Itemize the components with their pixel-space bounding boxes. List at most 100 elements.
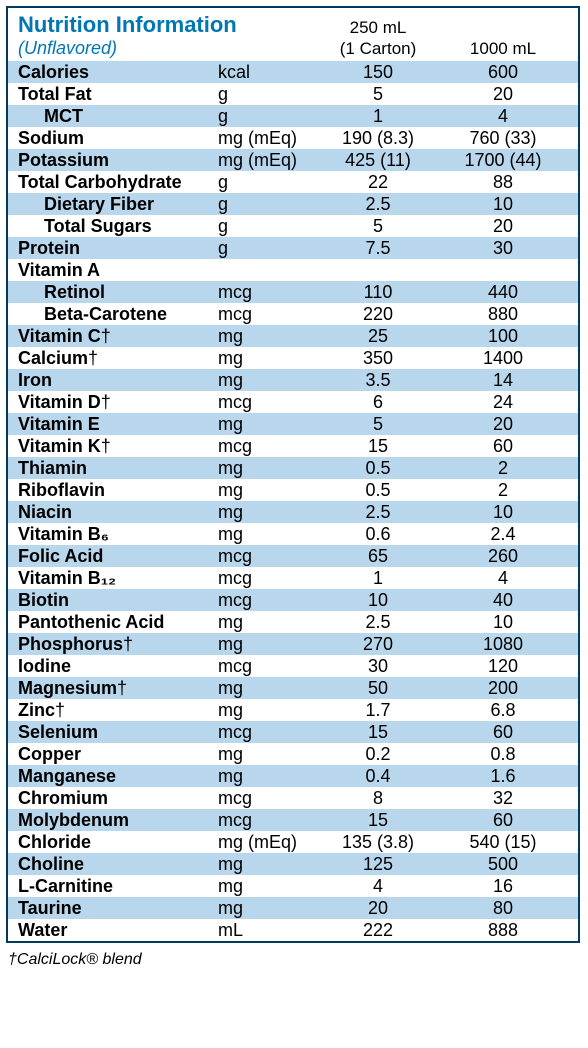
value-250ml: 125 [318, 853, 438, 875]
table-row: Vitamin Emg520 [8, 413, 578, 435]
nutrient-unit: g [218, 83, 318, 105]
panel-header: Nutrition Information 250 mL (Unflavored… [8, 8, 578, 61]
value-250ml: 220 [318, 303, 438, 325]
nutrient-label: Taurine [18, 897, 218, 919]
nutrient-unit: mg (mEq) [218, 831, 318, 853]
value-250ml: 135 (3.8) [318, 831, 438, 853]
table-row: Chromiummcg832 [8, 787, 578, 809]
value-1000ml: 440 [438, 281, 568, 303]
nutrient-label: Biotin [18, 589, 218, 611]
nutrient-label: Iodine [18, 655, 218, 677]
nutrient-unit: mg [218, 347, 318, 369]
table-row: Dietary Fiberg2.510 [8, 193, 578, 215]
value-250ml: 10 [318, 589, 438, 611]
nutrient-unit: mg [218, 743, 318, 765]
nutrient-label: Total Sugars [18, 215, 218, 237]
nutrient-unit: g [218, 193, 318, 215]
nutrient-label: Dietary Fiber [18, 193, 218, 215]
value-1000ml: 4 [438, 567, 568, 589]
nutrient-unit: mg [218, 853, 318, 875]
nutrient-unit: mg [218, 369, 318, 391]
value-1000ml: 1700 (44) [438, 149, 568, 171]
value-1000ml: 24 [438, 391, 568, 413]
value-1000ml: 260 [438, 545, 568, 567]
nutrient-label: Retinol [18, 281, 218, 303]
table-row: Total Carbohydrateg2288 [8, 171, 578, 193]
value-250ml: 1 [318, 105, 438, 127]
footnote: †CalciLock® blend [0, 949, 588, 973]
nutrient-label: Pantothenic Acid [18, 611, 218, 633]
value-1000ml: 880 [438, 303, 568, 325]
value-1000ml: 4 [438, 105, 568, 127]
col-header-250-line2: (1 Carton) [318, 39, 438, 59]
nutrient-label: Niacin [18, 501, 218, 523]
value-1000ml: 10 [438, 193, 568, 215]
nutrient-unit: mg [218, 633, 318, 655]
value-250ml: 270 [318, 633, 438, 655]
value-250ml: 4 [318, 875, 438, 897]
table-row: Vitamin A [8, 259, 578, 281]
nutrient-unit: mg [218, 765, 318, 787]
nutrient-unit: g [218, 215, 318, 237]
nutrient-label: Vitamin B₆ [18, 523, 218, 545]
nutrient-unit: mg [218, 875, 318, 897]
nutrient-unit: mcg [218, 809, 318, 831]
table-row: Phosphorus†mg2701080 [8, 633, 578, 655]
value-1000ml: 14 [438, 369, 568, 391]
nutrient-label: Sodium [18, 127, 218, 149]
table-row: Calcium†mg3501400 [8, 347, 578, 369]
nutrient-unit: mg [218, 413, 318, 435]
nutrient-label: Molybdenum [18, 809, 218, 831]
table-row: Thiaminmg0.52 [8, 457, 578, 479]
nutrient-label: Vitamin D† [18, 391, 218, 413]
nutrient-unit: mg [218, 677, 318, 699]
value-1000ml: 2 [438, 457, 568, 479]
value-1000ml: 16 [438, 875, 568, 897]
nutrient-unit: mg [218, 501, 318, 523]
nutrient-label: Water [18, 919, 218, 941]
nutrient-label: Chloride [18, 831, 218, 853]
table-row: Chloridemg (mEq)135 (3.8)540 (15) [8, 831, 578, 853]
nutrient-unit: mg [218, 479, 318, 501]
nutrient-unit: mcg [218, 721, 318, 743]
table-row: Magnesium†mg50200 [8, 677, 578, 699]
value-1000ml: 20 [438, 83, 568, 105]
value-1000ml: 10 [438, 501, 568, 523]
nutrient-label: L-Carnitine [18, 875, 218, 897]
table-row: Taurinemg2080 [8, 897, 578, 919]
value-1000ml: 20 [438, 215, 568, 237]
table-row: Total Fatg520 [8, 83, 578, 105]
table-row: Coppermg0.20.8 [8, 743, 578, 765]
nutrient-unit: mg (mEq) [218, 127, 318, 149]
table-row: Proteing7.530 [8, 237, 578, 259]
value-250ml: 50 [318, 677, 438, 699]
nutrient-unit: mg (mEq) [218, 149, 318, 171]
value-1000ml: 1080 [438, 633, 568, 655]
value-250ml: 15 [318, 721, 438, 743]
value-1000ml: 88 [438, 171, 568, 193]
nutrient-unit: mcg [218, 545, 318, 567]
table-row: Manganesemg0.41.6 [8, 765, 578, 787]
nutrient-label: Copper [18, 743, 218, 765]
nutrient-unit: mcg [218, 567, 318, 589]
nutrient-unit: mg [218, 325, 318, 347]
table-row: Vitamin D†mcg624 [8, 391, 578, 413]
table-row: Pantothenic Acidmg2.510 [8, 611, 578, 633]
value-1000ml: 1400 [438, 347, 568, 369]
value-1000ml: 30 [438, 237, 568, 259]
table-row: Potassiummg (mEq)425 (11)1700 (44) [8, 149, 578, 171]
value-1000ml: 40 [438, 589, 568, 611]
nutrient-label: Riboflavin [18, 479, 218, 501]
nutrient-unit: g [218, 171, 318, 193]
value-1000ml: 120 [438, 655, 568, 677]
value-250ml: 65 [318, 545, 438, 567]
value-1000ml: 2.4 [438, 523, 568, 545]
nutrient-label: Vitamin E [18, 413, 218, 435]
nutrition-rows: Calorieskcal150600Total Fatg520MCTg14Sod… [8, 61, 578, 941]
value-1000ml: 60 [438, 721, 568, 743]
value-250ml: 7.5 [318, 237, 438, 259]
value-250ml: 5 [318, 83, 438, 105]
table-row: Calorieskcal150600 [8, 61, 578, 83]
value-250ml: 15 [318, 809, 438, 831]
nutrient-unit: mcg [218, 303, 318, 325]
